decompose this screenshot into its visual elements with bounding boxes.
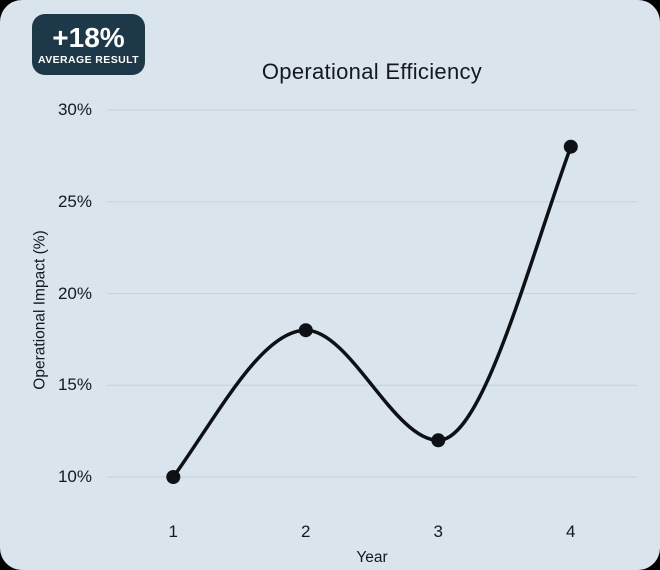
data-point-marker (431, 433, 446, 448)
data-point-marker (298, 323, 313, 338)
badge-value: +18% (52, 22, 125, 53)
data-point-marker (166, 470, 181, 484)
trend-line (171, 144, 573, 479)
x-axis-title: Year (356, 549, 388, 566)
average-result-badge: +18% AVERAGE RESULT (32, 14, 145, 75)
badge-label: AVERAGE RESULT (38, 54, 139, 66)
chart-title: Operational Efficiency (261, 59, 483, 84)
data-point-marker (563, 139, 578, 154)
